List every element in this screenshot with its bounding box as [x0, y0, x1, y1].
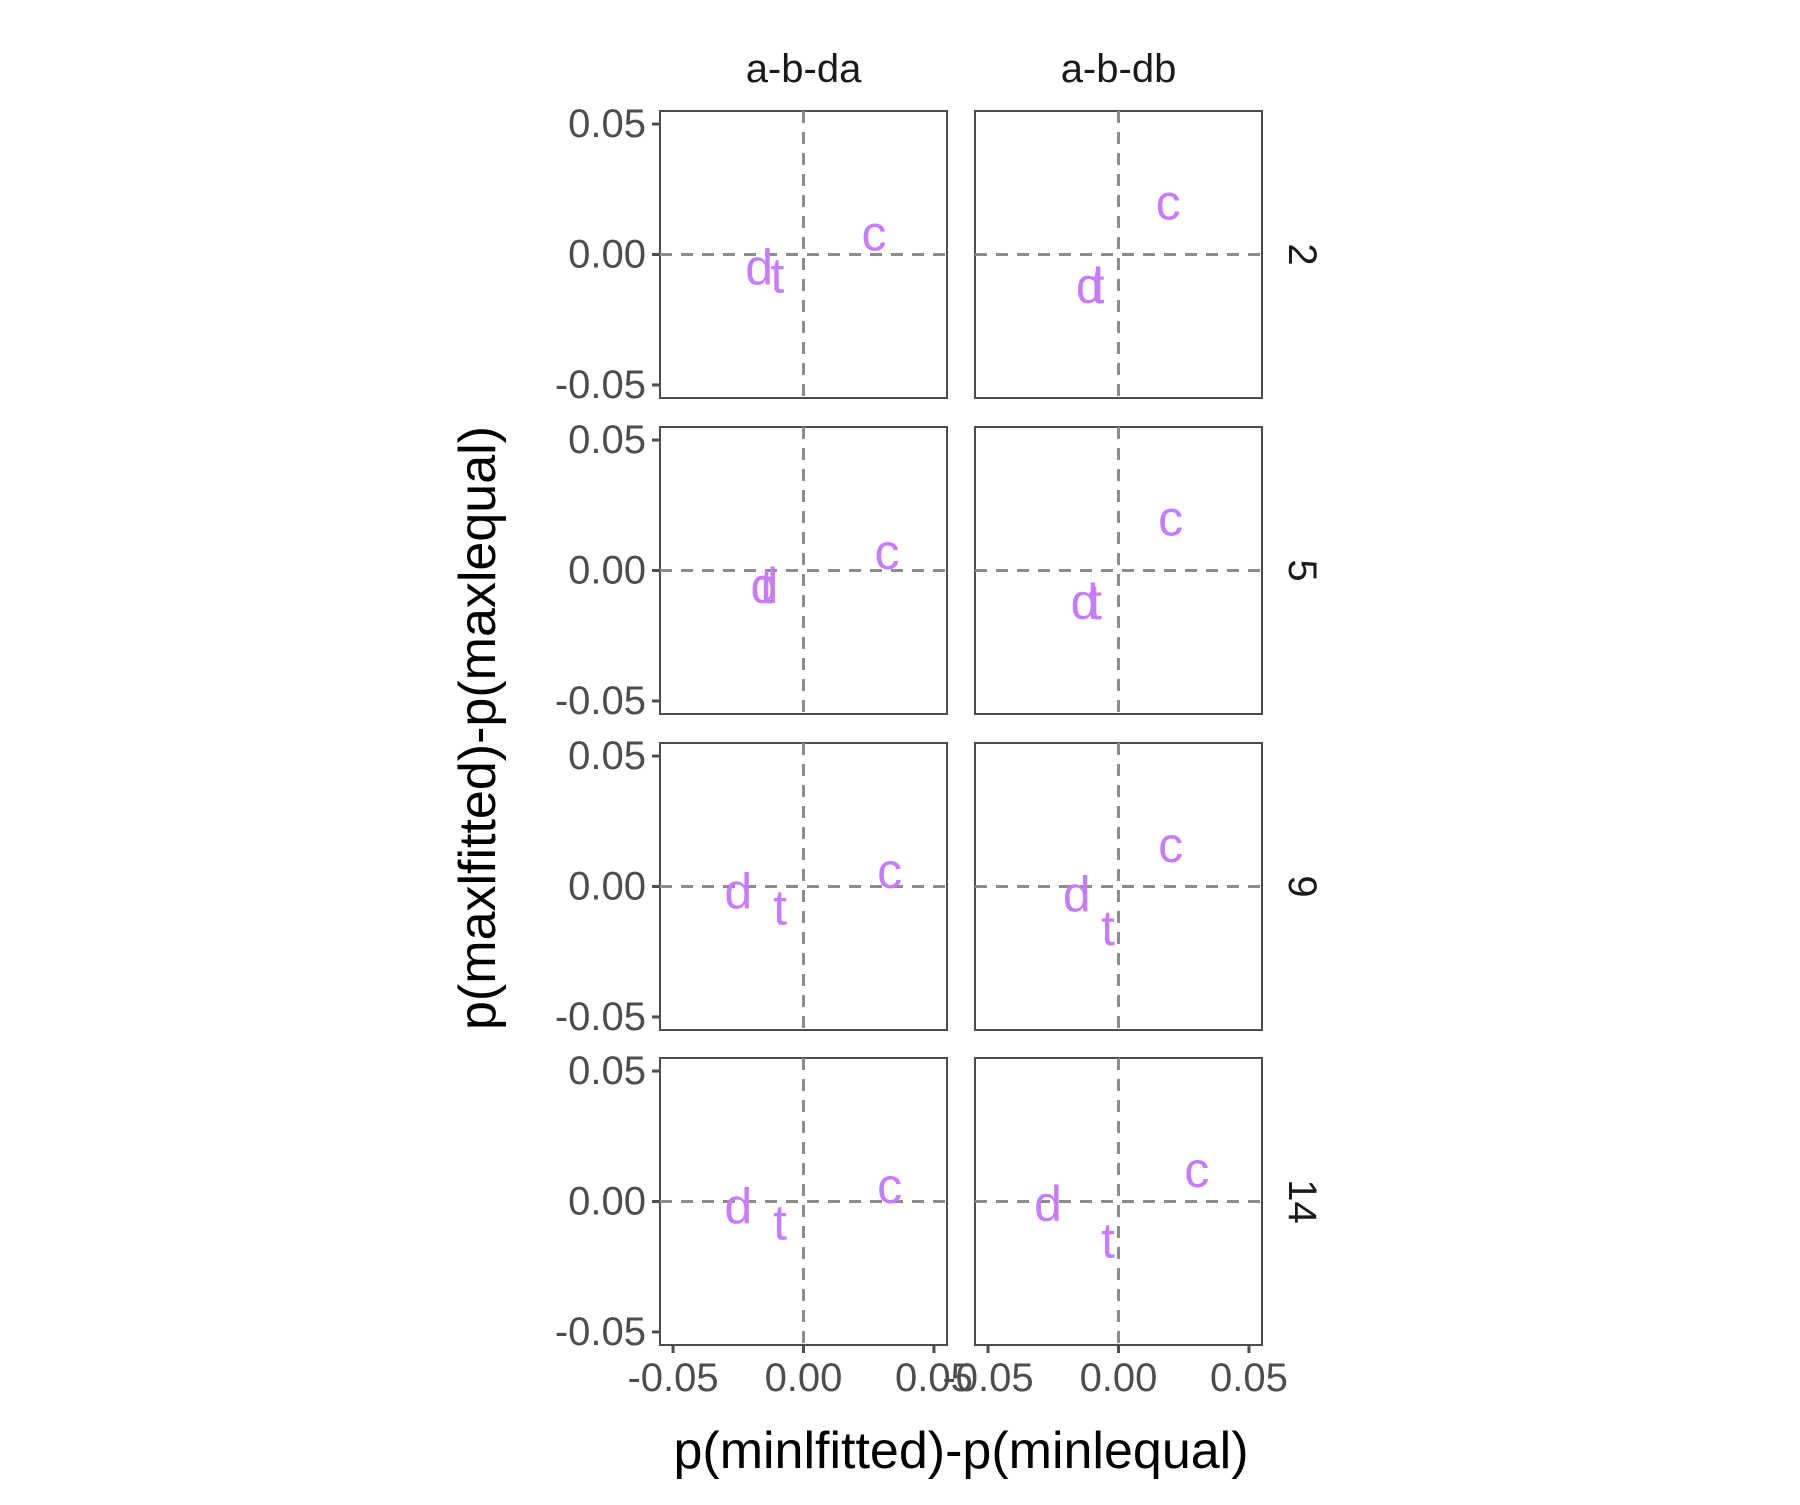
- point-label-t: t: [1088, 574, 1102, 630]
- x-tick-label: 0.00: [765, 1356, 843, 1400]
- point-label-d: d: [1071, 574, 1099, 630]
- y-tick-label: 0.05: [568, 102, 646, 146]
- point-label-c: c: [877, 1158, 902, 1214]
- point-label-c: c: [1156, 174, 1181, 230]
- point-label-d: d: [724, 864, 752, 920]
- y-tick-label: 0.00: [568, 549, 646, 593]
- y-tick-label: -0.05: [555, 679, 646, 723]
- y-tick-label: 0.05: [568, 1049, 646, 1093]
- point-label-d: d: [1063, 866, 1091, 922]
- column-strip-label: a-b-db: [1061, 47, 1177, 91]
- row-strip-label: 5: [1280, 559, 1324, 581]
- y-tick-label: 0.05: [568, 734, 646, 778]
- point-label-t: t: [1101, 1213, 1115, 1269]
- y-tick-label: -0.05: [555, 363, 646, 407]
- x-tick-label: -0.05: [627, 1356, 718, 1400]
- point-label-t: t: [760, 558, 774, 614]
- y-axis-title: p(maxlfitted)-p(maxlequal): [449, 426, 507, 1030]
- y-tick-label: 0.00: [568, 1180, 646, 1224]
- point-label-d: d: [750, 558, 778, 614]
- x-tick-label: 0.05: [1210, 1356, 1288, 1400]
- row-strip-label: 14: [1280, 1179, 1324, 1224]
- y-tick-label: 0.05: [568, 418, 646, 462]
- point-label-t: t: [770, 247, 784, 303]
- y-tick-label: -0.05: [555, 1310, 646, 1354]
- point-label-c: c: [874, 524, 899, 580]
- point-label-d: d: [745, 240, 773, 296]
- row-strip-label: 2: [1280, 243, 1324, 265]
- x-axis-title: p(minlfitted)-p(minlequal): [673, 1422, 1248, 1480]
- point-label-c: c: [877, 843, 902, 899]
- point-label-t: t: [1101, 900, 1115, 956]
- point-label-t: t: [773, 1194, 787, 1250]
- x-tick-label: -0.05: [942, 1356, 1033, 1400]
- point-label-c: c: [1184, 1142, 1209, 1198]
- point-label-d: d: [1076, 258, 1104, 314]
- point-label-c: c: [1158, 490, 1183, 546]
- point-label-d: d: [724, 1179, 752, 1235]
- x-tick-label: 0.00: [1080, 1356, 1158, 1400]
- point-label-c: c: [861, 206, 886, 262]
- point-label-d: d: [1034, 1176, 1062, 1232]
- y-tick-label: 0.00: [568, 865, 646, 909]
- y-tick-label: 0.00: [568, 233, 646, 277]
- y-tick-label: -0.05: [555, 995, 646, 1039]
- column-strip-label: a-b-da: [746, 47, 862, 91]
- point-label-t: t: [773, 879, 787, 935]
- row-strip-label: 9: [1280, 875, 1324, 897]
- x-tick-label: 0.05: [895, 1356, 973, 1400]
- point-label-c: c: [1158, 817, 1183, 873]
- point-label-t: t: [1091, 258, 1105, 314]
